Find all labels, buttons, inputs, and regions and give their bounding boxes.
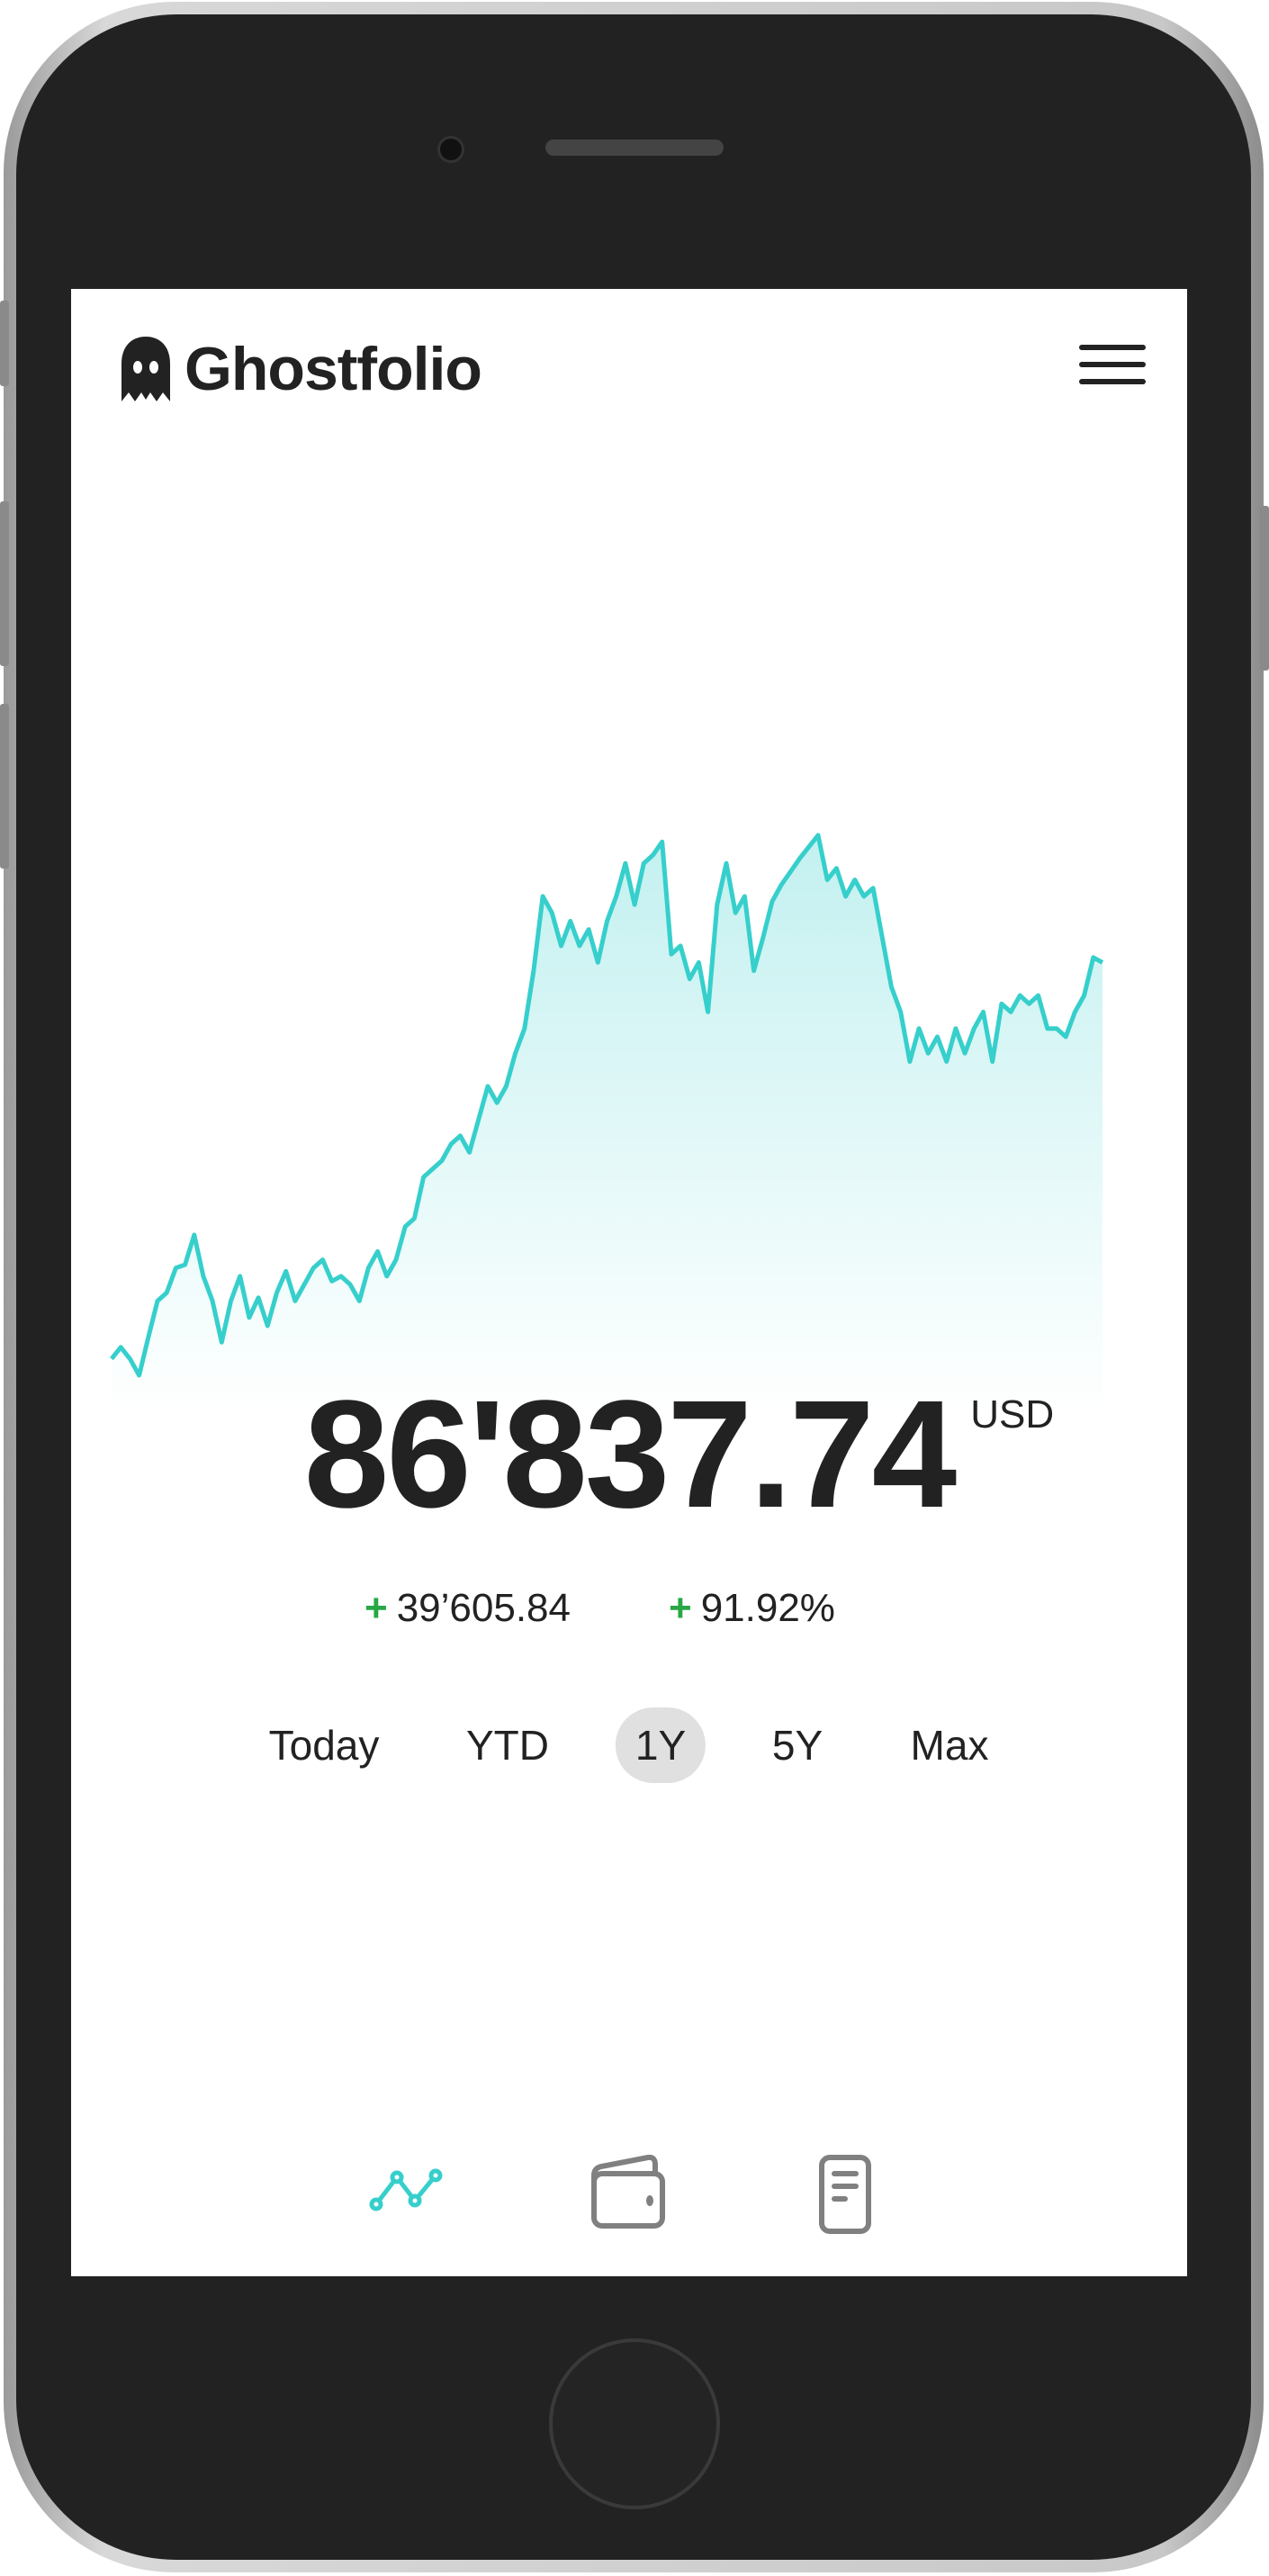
app-logo[interactable]: Ghostfolio [120, 334, 482, 404]
currency-label: USD [970, 1392, 1055, 1437]
mute-switch [0, 301, 9, 386]
relative-change: +91.92% [669, 1585, 835, 1632]
tab-ytd[interactable]: YTD [466, 1722, 549, 1769]
total-value-wrapper: 86'837.74 USD [303, 1369, 1054, 1540]
hamburger-menu-icon[interactable] [1079, 345, 1146, 384]
relative-change-sign: + [669, 1586, 692, 1630]
tab-5y[interactable]: 5Y [771, 1722, 824, 1769]
volume-up-button [0, 501, 9, 666]
earpiece-speaker [545, 140, 724, 156]
document-icon[interactable] [800, 2148, 890, 2238]
front-camera [437, 136, 464, 163]
tab-max[interactable]: Max [910, 1722, 989, 1769]
relative-change-value: 91.92% [700, 1586, 835, 1630]
home-button[interactable] [549, 2338, 720, 2509]
portfolio-performance-chart [110, 833, 1104, 1414]
total-value-block: 86'837.74 USD [71, 1369, 1187, 1540]
line-chart-icon[interactable] [367, 2148, 457, 2238]
chart-series-line [110, 833, 1104, 1378]
ghost-icon [122, 337, 170, 401]
volume-down-button [0, 704, 9, 869]
absolute-change-value: 39’605.84 [396, 1586, 571, 1630]
chart-area-fill [112, 835, 1102, 1414]
absolute-change: +39’605.84 [364, 1585, 571, 1632]
app-screen: Ghostfolio 86'837.74 USD +39’605.84 +91.… [71, 289, 1187, 2276]
absolute-change-sign: + [364, 1586, 388, 1630]
power-button [1260, 506, 1269, 671]
tab-1y[interactable]: 1Y [615, 1707, 706, 1783]
tab-today[interactable]: Today [268, 1722, 380, 1769]
total-value: 86'837.74 [303, 1369, 957, 1540]
app-title: Ghostfolio [184, 335, 482, 403]
range-tabs: Today YTD 1Y 5Y Max [71, 1707, 1187, 1783]
wallet-icon[interactable] [583, 2148, 673, 2238]
